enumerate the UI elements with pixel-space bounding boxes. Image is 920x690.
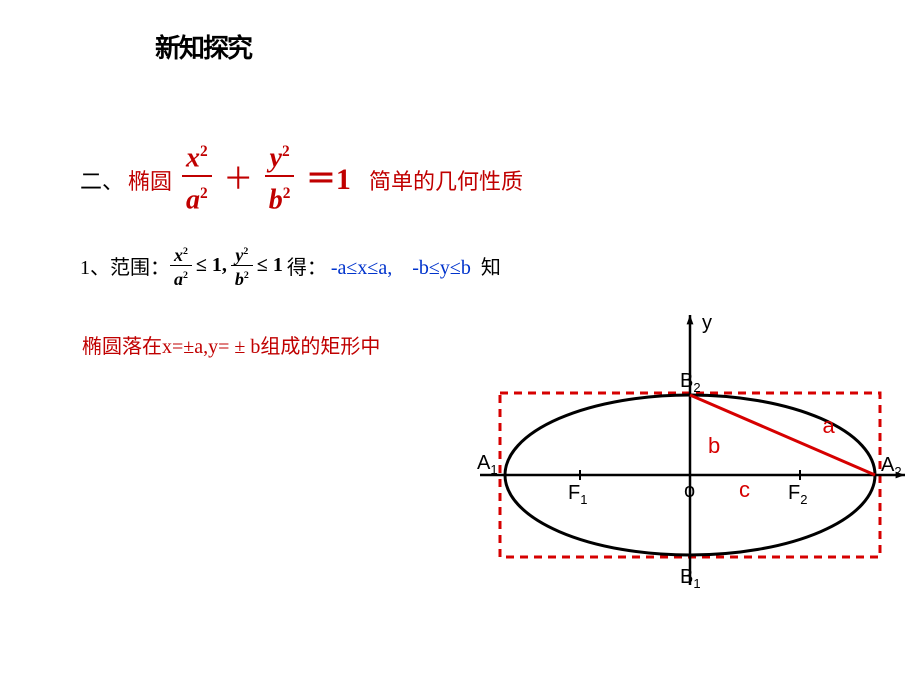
fraction-y2-b2: y2 b2 <box>265 135 295 218</box>
fraction-small-2: y2 b2 <box>231 242 253 289</box>
rectangle-statement: 椭圆落在x=±a,y= ± b组成的矩形中 <box>82 330 380 359</box>
know-text: 知 <box>481 251 501 280</box>
svg-text:A2: A2 <box>881 454 902 479</box>
range-label: 1、范围： <box>80 251 170 280</box>
le-2: ≤ 1 <box>257 254 283 277</box>
fraction-x2-a2: x2 a2 <box>182 135 212 218</box>
svg-text:B2: B2 <box>680 370 701 395</box>
svg-text:A1: A1 <box>477 452 498 477</box>
svg-text:F1: F1 <box>568 482 587 507</box>
fraction-small-1: x2 a2 <box>170 242 192 289</box>
section-heading: 二、 椭圆 x2 a2 ＋ y2 b2 ＝1 简单的几何性质 <box>80 140 523 220</box>
svg-text:c: c <box>739 477 750 502</box>
le-1: ≤ 1, <box>196 254 227 277</box>
svg-text:y: y <box>702 312 712 334</box>
de-text: 得： <box>287 251 327 280</box>
section-suffix: 简单的几何性质 <box>369 164 523 196</box>
section-prefix: 二、 <box>80 164 124 196</box>
equals-one: ＝1 <box>306 154 351 198</box>
range-result: -a≤x≤a, -b≤y≤b <box>331 251 471 280</box>
svg-text:a: a <box>823 413 836 438</box>
page-title: 新知探究 <box>155 28 251 65</box>
main-formula: x2 a2 ＋ y2 b2 ＝1 <box>182 135 351 218</box>
svg-text:b: b <box>708 433 720 458</box>
section-ellipse-word: 椭圆 <box>128 164 172 196</box>
range-line: 1、范围： x2 a2 ≤ 1, y2 b2 ≤ 1 得： -a≤x≤a, -b… <box>80 235 501 295</box>
svg-text:o: o <box>684 480 695 502</box>
plus-sign: ＋ <box>223 154 253 198</box>
svg-text:B1: B1 <box>680 566 701 591</box>
ellipse-diagram: y o A1 A2 B1 B2 F1 F2 a bc <box>460 300 920 620</box>
svg-text:F2: F2 <box>788 482 807 507</box>
